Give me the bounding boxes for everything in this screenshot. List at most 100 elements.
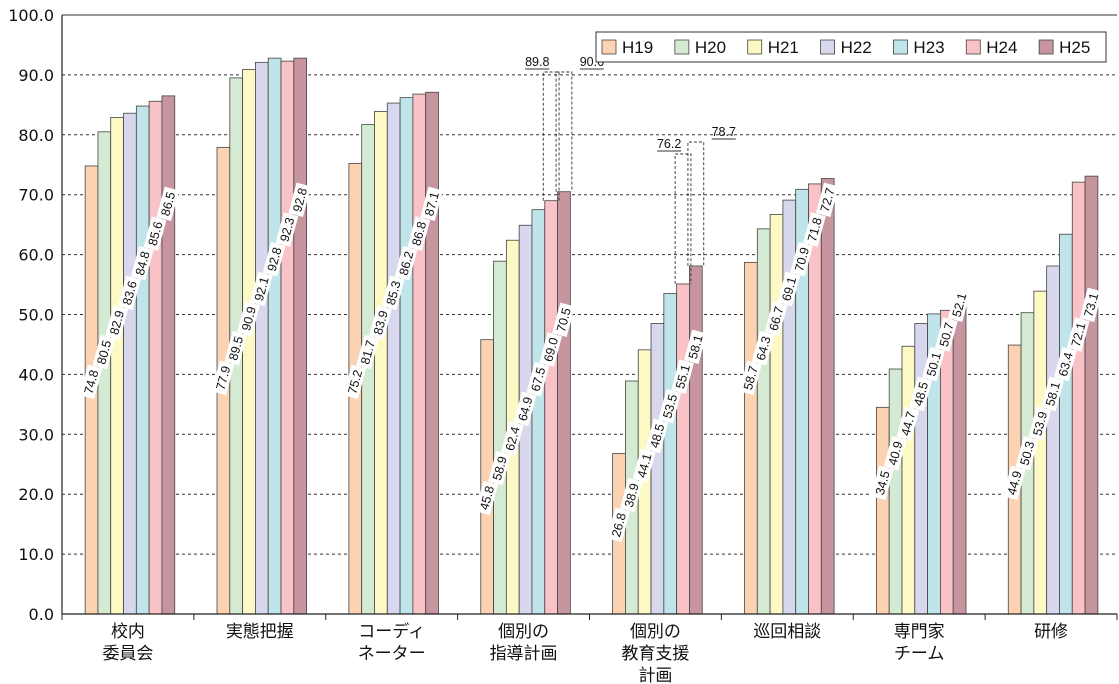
data-label-group: 26.8 xyxy=(607,507,630,543)
data-label-bg xyxy=(739,360,762,396)
bar xyxy=(135,105,150,615)
data-label: 40.9 xyxy=(886,440,906,467)
data-label: 89.5 xyxy=(226,335,246,362)
data-label-bg xyxy=(896,406,920,441)
bar xyxy=(161,95,176,615)
data-label-bg xyxy=(947,287,971,323)
bar xyxy=(1071,181,1086,615)
data-label-bg xyxy=(343,364,367,400)
data-label-bg xyxy=(790,241,813,277)
bar xyxy=(412,93,427,615)
y-tick-label: 100.0 xyxy=(8,6,54,25)
y-tick-label: 30.0 xyxy=(18,425,54,444)
data-label: 70.9 xyxy=(792,246,812,273)
data-label-group: 44.7 xyxy=(896,406,920,441)
data-label-bg xyxy=(1015,435,1039,471)
data-label: 86.8 xyxy=(409,220,429,247)
data-label: 58.7 xyxy=(741,364,761,391)
bar xyxy=(1033,290,1048,615)
data-label-group: 53.5 xyxy=(658,388,682,424)
bar xyxy=(1059,233,1073,615)
data-label-bg xyxy=(552,302,575,338)
category-label: 実態把握 xyxy=(226,622,294,642)
bar xyxy=(255,61,269,615)
data-label: 70.5 xyxy=(554,306,574,333)
data-label-bg xyxy=(275,212,299,247)
data-label-group: 77.9 xyxy=(211,360,235,396)
callout-leader xyxy=(555,71,573,192)
bar xyxy=(493,260,507,615)
data-label: 50.1 xyxy=(924,351,944,378)
data-label-bg xyxy=(500,421,524,456)
category-label: チーム xyxy=(894,644,945,664)
bar xyxy=(888,368,903,615)
data-label-bg xyxy=(1002,465,1026,501)
bar xyxy=(557,191,571,615)
data-label-group: 81.7 xyxy=(356,334,379,370)
bar xyxy=(1084,175,1099,615)
callout-value: 78.7 xyxy=(712,125,736,139)
data-label-bg xyxy=(356,334,379,370)
data-label: 55.1 xyxy=(673,363,693,390)
data-label-group: 80.5 xyxy=(92,334,116,370)
data-label-bg xyxy=(211,360,235,396)
legend-swatch xyxy=(820,39,835,55)
data-label-bg xyxy=(671,359,694,394)
data-label-bg xyxy=(803,212,826,247)
bar xyxy=(820,178,835,615)
data-label: 58.1 xyxy=(1043,380,1063,407)
data-label-bg xyxy=(407,216,431,251)
callout-leader xyxy=(542,71,560,201)
bar xyxy=(756,228,771,615)
data-label: 86.5 xyxy=(158,190,178,217)
data-label: 77.9 xyxy=(214,364,234,391)
category-label: 個別の xyxy=(498,622,549,642)
legend-label: H24 xyxy=(986,38,1017,57)
data-label-group: 44.9 xyxy=(1002,465,1026,501)
y-tick-label: 20.0 xyxy=(18,485,54,504)
data-label-group: 44.1 xyxy=(632,448,656,483)
data-label-bg xyxy=(369,305,392,340)
data-label: 58.1 xyxy=(686,333,706,360)
data-label-group: 72.1 xyxy=(1066,317,1090,352)
bar xyxy=(744,261,758,615)
y-tick-label: 70.0 xyxy=(18,186,54,205)
data-label: 86.2 xyxy=(397,250,417,277)
data-label: 50.3 xyxy=(1018,440,1038,467)
data-label-group: 86.8 xyxy=(407,216,431,251)
data-label-group: 48.5 xyxy=(909,376,933,412)
data-label: 44.9 xyxy=(1005,469,1025,496)
data-label: 48.5 xyxy=(648,422,668,449)
data-label: 92.8 xyxy=(265,246,285,273)
data-label: 84.8 xyxy=(133,250,153,277)
data-label-group: 92.8 xyxy=(288,182,312,218)
data-label-group: 64.9 xyxy=(513,391,537,427)
legend-label: H20 xyxy=(695,38,726,57)
data-label: 63.4 xyxy=(1056,351,1076,378)
data-label-group: 50.3 xyxy=(1015,435,1039,471)
data-label: 44.1 xyxy=(635,452,655,479)
data-label: 48.5 xyxy=(911,380,931,407)
data-label-group: 71.8 xyxy=(803,212,826,247)
data-label-group: 69.0 xyxy=(539,332,563,367)
bar xyxy=(875,406,890,615)
y-tick-label: 90.0 xyxy=(18,66,54,85)
bar xyxy=(901,345,916,615)
bar xyxy=(399,97,414,615)
data-label: 52.1 xyxy=(950,291,970,318)
data-label-bg xyxy=(237,301,260,336)
legend-swatch xyxy=(747,39,763,55)
data-label: 62.4 xyxy=(503,425,523,452)
bar xyxy=(689,265,703,615)
data-label-group: 90.9 xyxy=(237,301,260,336)
data-label-group: 50.1 xyxy=(922,346,945,382)
legend-swatch xyxy=(1038,39,1054,55)
category-label: ネーター xyxy=(358,644,426,664)
data-label: 83.9 xyxy=(371,309,391,336)
data-label-bg xyxy=(1028,406,1052,441)
data-label-group: 45.8 xyxy=(475,480,499,516)
data-label-group: 92.3 xyxy=(275,212,299,247)
data-label-group: 74.8 xyxy=(79,364,103,400)
bar xyxy=(676,283,690,615)
data-label-group: 58.1 xyxy=(684,329,707,365)
